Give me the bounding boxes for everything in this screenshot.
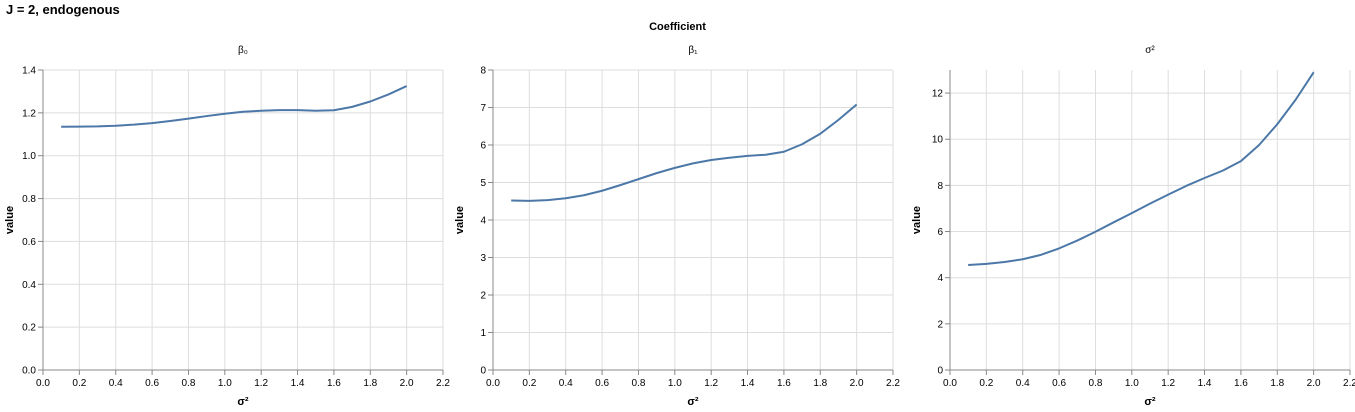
x-tick-label: 2.0 [850, 378, 864, 389]
y-tick-label: 2 [480, 291, 486, 302]
x-tick-label: 1.6 [327, 378, 341, 389]
x-tick-label: 2.0 [1307, 378, 1321, 389]
x-tick-label: 2.2 [1343, 378, 1355, 389]
y-tick-label: 0.0 [22, 366, 36, 377]
x-tick-label: 1.8 [1270, 378, 1284, 389]
x-tick-label: 0.6 [145, 378, 159, 389]
series-line [511, 103, 858, 202]
x-tick-label: 0.6 [595, 378, 609, 389]
y-tick-label: 2 [937, 319, 943, 330]
x-tick-label: 1.4 [291, 378, 305, 389]
x-tick-label: 0.0 [943, 378, 957, 389]
x-axis-title: σ² [237, 396, 249, 408]
panel-title: β₁ [688, 45, 698, 56]
series-line [61, 85, 408, 128]
x-tick-label: 0.0 [36, 378, 50, 389]
y-tick-label: 6 [480, 141, 486, 152]
panel-title: σ² [1145, 45, 1155, 56]
y-tick-label: 1 [480, 328, 486, 339]
y-tick-label: 3 [480, 253, 486, 264]
y-tick-label: 8 [480, 66, 486, 77]
y-tick-label: 0.2 [22, 323, 36, 334]
x-tick-label: 2.0 [400, 378, 414, 389]
x-tick-label: 0.8 [632, 378, 646, 389]
y-tick-label: 4 [937, 273, 943, 284]
x-tick-label: 0.2 [979, 378, 993, 389]
y-tick-label: 7 [480, 103, 486, 114]
x-tick-label: 0.6 [1052, 378, 1066, 389]
x-tick-label: 1.2 [704, 378, 718, 389]
x-tick-label: 1.8 [363, 378, 377, 389]
y-tick-label: 6 [937, 227, 943, 238]
chart-title: J = 2, endogenous [6, 2, 120, 17]
x-tick-label: 2.2 [886, 378, 900, 389]
x-tick-label: 0.2 [72, 378, 86, 389]
x-tick-label: 1.0 [218, 378, 232, 389]
y-tick-label: 8 [937, 181, 943, 192]
x-axis-title: σ² [687, 396, 699, 408]
y-tick-label: 4 [480, 216, 486, 227]
x-tick-label: 0.2 [522, 378, 536, 389]
series-line [968, 71, 1315, 266]
x-tick-label: 1.8 [813, 378, 827, 389]
x-axis-title: σ² [1144, 396, 1156, 408]
x-tick-label: 0.4 [559, 378, 573, 389]
x-tick-label: 0.8 [1089, 378, 1103, 389]
y-tick-label: 0.6 [22, 237, 36, 248]
x-tick-label: 1.6 [1234, 378, 1248, 389]
x-tick-label: 1.6 [777, 378, 791, 389]
x-tick-label: 1.0 [668, 378, 682, 389]
x-tick-label: 1.4 [741, 378, 755, 389]
y-tick-label: 0 [480, 366, 486, 377]
x-tick-label: 1.2 [254, 378, 268, 389]
x-tick-label: 0.4 [109, 378, 123, 389]
y-tick-label: 12 [932, 89, 944, 100]
x-tick-label: 0.0 [486, 378, 500, 389]
y-axis-title: value [454, 206, 466, 234]
facet-header: Coefficient [649, 21, 706, 33]
y-tick-label: 1.2 [22, 108, 36, 119]
x-tick-label: 1.4 [1198, 378, 1212, 389]
x-tick-label: 0.8 [182, 378, 196, 389]
y-axis-title: value [911, 206, 923, 234]
y-tick-label: 0 [937, 366, 943, 377]
x-tick-label: 1.0 [1125, 378, 1139, 389]
panel-title: β₀ [238, 45, 248, 56]
y-tick-label: 1.0 [22, 151, 36, 162]
y-tick-label: 10 [932, 135, 944, 146]
x-tick-label: 0.4 [1016, 378, 1030, 389]
y-tick-label: 0.4 [22, 280, 36, 291]
x-tick-label: 1.2 [1161, 378, 1175, 389]
y-axis-title: value [4, 206, 16, 234]
y-tick-label: 0.8 [22, 194, 36, 205]
y-tick-label: 1.4 [22, 66, 36, 77]
x-tick-label: 2.2 [436, 378, 450, 389]
y-tick-label: 5 [480, 178, 486, 189]
